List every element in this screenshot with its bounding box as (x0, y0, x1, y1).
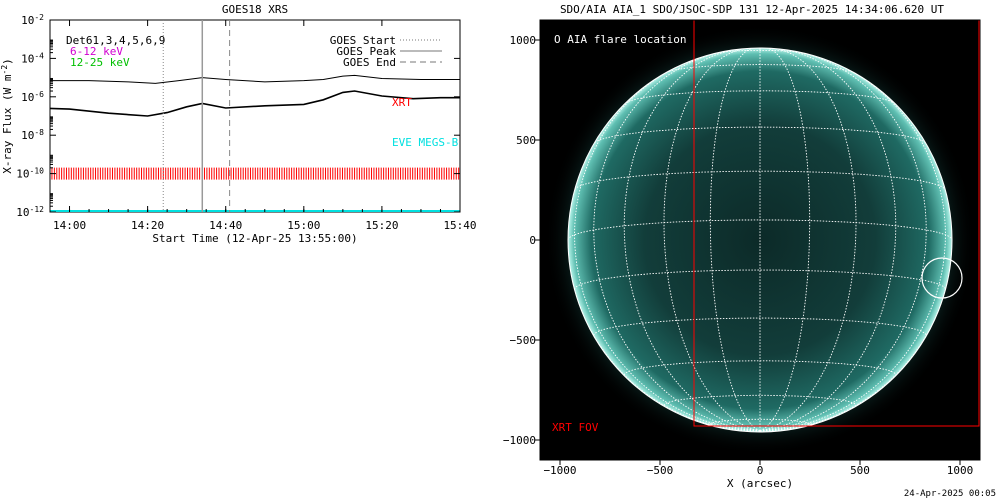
longitude-line (623, 48, 761, 432)
goes-y-tick-label: 10-4 (21, 51, 44, 66)
longitude-line (568, 239, 761, 432)
latitude-line (663, 394, 857, 406)
aia-legend: O AIA flare location (554, 33, 686, 46)
goes-ylabel: X-ray Flux (W m-2) (0, 58, 14, 174)
goes-x-axis: 14:00 14:20 14:40 15:00 15:20 15:40 (49, 20, 477, 232)
latitude-line (574, 269, 946, 290)
aia-x-tick-label: 0 (757, 464, 764, 477)
xrt-annotation: XRT (392, 96, 412, 109)
longitude-line (759, 48, 857, 432)
legend-12-25kev: 12-25 keV (70, 56, 130, 69)
legend-detectors: Det61,3,4,5,6,9 (66, 34, 165, 47)
longitude-line (759, 48, 897, 432)
aia-panel: SDO/AIA AIA_1 SDO/JSOC-SDP 131 12-Apr-20… (503, 3, 981, 490)
aia-y-tick-label: −500 (510, 334, 537, 347)
goes-legend-left: Det61,3,4,5,6,9 6-12 keV 12-25 keV (66, 34, 165, 69)
goes-y-tick-label: 10-10 (16, 166, 44, 181)
aia-y-tick-label: −1000 (503, 434, 536, 447)
legend-goes-start: GOES Start (330, 34, 396, 47)
legend-goes-end: GOES End (343, 56, 396, 69)
longitude-line (663, 48, 761, 432)
aia-y-tick-label: 500 (516, 134, 536, 147)
goes-x-tick-label: 14:20 (131, 219, 164, 232)
longitude-line (574, 62, 761, 432)
goes-y-tick-label: 10-8 (21, 128, 44, 143)
aia-x-tick-label: −500 (647, 464, 674, 477)
goes-panel: GOES18 XRS 10-12 10-10 10-8 10-6 10-4 10-2 14… (0, 3, 477, 245)
goes-y-tick-label: 10-2 (21, 13, 44, 28)
aia-x-axis: −1000 −500 0 500 1000 (543, 460, 973, 477)
goes-y-tick-label: 10-6 (21, 89, 44, 104)
latitude-line (709, 418, 811, 425)
aia-x-tick-label: 1000 (947, 464, 974, 477)
latitude-line (574, 170, 946, 190)
aia-y-tick-label: 0 (529, 234, 536, 247)
latitude-line (665, 64, 855, 73)
latitude-line (714, 49, 806, 54)
aia-xlabel: X (arcsec) (727, 477, 793, 490)
goes-short-channel-line (49, 90, 460, 117)
xrt-fov-label: XRT FOV (552, 421, 599, 434)
goes-long-channel-line (50, 74, 460, 84)
eve-annotation: EVE MEGS-B (392, 136, 459, 149)
goes-x-tick-label: 14:40 (209, 219, 242, 232)
goes-legend-right: GOES Start GOES Peak GOES End (330, 34, 442, 69)
solar-disk (568, 48, 952, 432)
goes-xlabel: Start Time (12-Apr-25 13:55:00) (152, 232, 357, 245)
goes-x-tick-label: 14:00 (53, 219, 86, 232)
longitude-line (759, 239, 952, 432)
aia-y-axis: 1000 500 0 −500 −1000 (503, 34, 540, 447)
aia-y-tick-label: 1000 (510, 34, 537, 47)
goes-x-tick-label: 15:20 (365, 219, 398, 232)
footer-timestamp: 24-Apr-2025 00:05 (904, 489, 996, 499)
goes-marks (49, 20, 460, 212)
aia-x-tick-label: −1000 (543, 464, 576, 477)
aia-title: SDO/AIA AIA_1 SDO/JSOC-SDP 131 12-Apr-20… (560, 3, 944, 16)
legend-goes-peak: GOES Peak (336, 45, 396, 58)
solar-limb (567, 47, 953, 433)
goes-y-axis: 10-12 10-10 10-8 10-6 10-4 10-2 (16, 13, 460, 220)
goes-title: GOES18 XRS (222, 3, 288, 16)
xrt-fov-box (693, 20, 980, 427)
heliographic-grid (568, 48, 952, 432)
goes-y-tick-label: 10-12 (16, 205, 44, 220)
longitude-line (759, 50, 927, 432)
longitude-line (593, 50, 761, 432)
longitude-line (759, 62, 946, 432)
legend-6-12kev: 6-12 keV (70, 45, 123, 58)
flare-location-marker (921, 257, 963, 299)
goes-x-tick-label: 15:40 (443, 219, 476, 232)
aia-x-tick-label: 500 (850, 464, 870, 477)
goes-x-tick-label: 15:00 (287, 219, 320, 232)
